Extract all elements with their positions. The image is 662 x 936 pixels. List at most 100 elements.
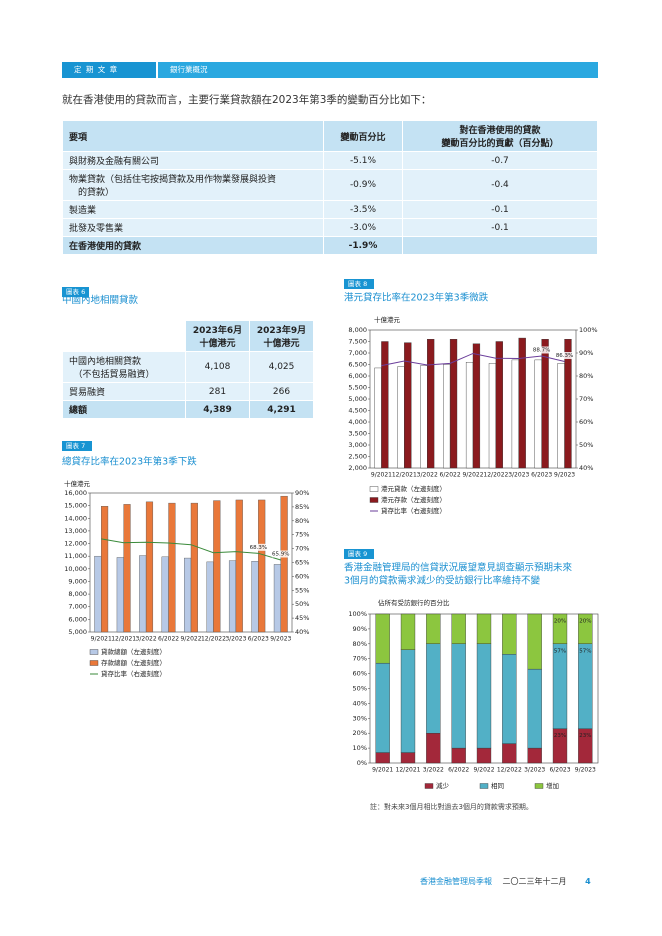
y-axis-unit: 十億港元: [64, 479, 91, 488]
figure-title: 3個月的貸款需求減少的受訪銀行比率維持不變: [344, 575, 541, 587]
bar: [465, 362, 474, 469]
bar-segment: [552, 643, 568, 729]
x-tick-label: 12/2021: [392, 472, 417, 479]
x-tick-label: 9/2022: [180, 636, 201, 643]
bar: [94, 555, 102, 633]
figure-title: 總貸存比率在2023年第3季下跌: [62, 456, 197, 468]
y-tick-label: 5,000: [68, 628, 87, 636]
intro-text: 就在香港使用的貸款而言，主要行業貸款額在2023年第3季的變動百分比如下：: [62, 94, 432, 106]
figure-label: 圖表 6: [62, 287, 90, 297]
bar-segment: [502, 743, 517, 764]
bar: [449, 339, 458, 469]
y2-tick-label: 40%: [295, 628, 309, 636]
x-tick-label: 9/2022: [462, 472, 483, 479]
sector-table: 要項 變動百分比 對在香港使用的貸款 變動百分比的貢獻（百分點） 與財務及金融有關公司…: [62, 120, 598, 255]
bar: [397, 366, 405, 469]
bar-segment: [400, 752, 416, 764]
bar: [557, 363, 565, 469]
legend-label: 貸存比率（右邊刻度）: [101, 669, 166, 678]
legend-label: 貸存比率（右邊刻度）: [381, 506, 446, 515]
label-bg: [271, 550, 290, 558]
y-axis-unit: 十億港元: [374, 315, 401, 324]
y2-tick-label: 65%: [295, 559, 309, 567]
table-row: 批發及零售業 -3.0% -0.1: [62, 218, 598, 237]
x-tick-label: 6/2022: [448, 767, 469, 774]
bar: [564, 339, 572, 469]
bar-segment: [527, 747, 542, 764]
value-label: 23%: [579, 733, 591, 739]
bar: [495, 341, 503, 469]
label-bg: [555, 352, 574, 360]
y-axis-unit: 佔所有受訪銀行的百分比: [378, 598, 450, 607]
bar: [420, 365, 428, 469]
y2-tick-label: 90%: [295, 489, 309, 497]
bar-segment: [476, 747, 492, 764]
section-tag: 定 期 文 章: [62, 62, 158, 78]
table-cell: 批發及零售業: [62, 218, 324, 237]
figure-label-bg: [344, 279, 374, 289]
footer: 香港金融管理局季報 二〇二三年十二月 4: [420, 876, 591, 887]
table-row: 與財務及金融有關公司 -5.1% -0.7: [62, 151, 598, 170]
table-cell: 4,025: [249, 351, 314, 383]
y-tick-label: 80%: [353, 640, 367, 648]
x-tick-label: 12/2022: [201, 636, 226, 643]
x-tick-label: 12/2021: [396, 767, 421, 774]
legend-swatch: [89, 660, 99, 666]
x-tick-label: 9/2021: [371, 472, 392, 479]
bar-segment: [426, 613, 441, 644]
x-tick-label: 12/2021: [111, 636, 136, 643]
table-cell: -5.1%: [323, 151, 403, 170]
y-tick-label: 7,000: [68, 603, 87, 611]
table-cell: -3.0%: [323, 218, 403, 237]
y-tick-label: 6,500: [348, 361, 367, 369]
value-label: 65.9%: [272, 551, 289, 557]
bar: [139, 555, 147, 633]
bar: [273, 564, 281, 633]
bar-segment: [578, 613, 593, 644]
figure-label-bg: [62, 441, 92, 451]
column-header: 要項: [62, 120, 324, 152]
x-tick-label: 6/2022: [440, 472, 461, 479]
bar-segment: [451, 643, 466, 749]
x-tick-label: 3/2022: [423, 767, 444, 774]
y-tick-label: 20%: [353, 729, 367, 737]
header-bar: 定 期 文 章 銀行業概況: [62, 62, 598, 78]
column-header: 2023年6月 十億港元: [185, 320, 250, 352]
publication: 香港金融管理局季報: [420, 877, 492, 886]
bar: [518, 337, 526, 469]
ratio-line: [381, 352, 565, 367]
value-label: 88.7%: [533, 347, 550, 353]
y-tick-label: 16,000: [64, 489, 87, 497]
table-cell: 與財務及金融有關公司: [62, 151, 324, 170]
bar: [213, 500, 221, 633]
bar: [190, 502, 198, 633]
bar: [168, 502, 176, 633]
table-cell: -1.9%: [323, 236, 403, 255]
table-row: 在香港使用的貸款 -1.9%: [62, 236, 598, 255]
label-bg: [249, 543, 268, 551]
bar-segment: [400, 649, 416, 753]
bar-segment: [552, 613, 568, 644]
bar-segment: [451, 747, 466, 764]
x-tick-label: 9/2023: [554, 472, 575, 479]
figure-label-bg: [344, 549, 374, 559]
y-tick-label: 100%: [348, 610, 367, 618]
y-tick-label: 5,500: [348, 384, 367, 392]
y-tick-label: 14,000: [64, 514, 87, 522]
y-tick-label: 30%: [353, 714, 367, 722]
bar: [206, 561, 214, 633]
bar: [404, 342, 412, 469]
legend-label: 存款總額（左邊刻度）: [101, 658, 166, 667]
x-tick-label: 12/2022: [497, 767, 522, 774]
x-tick-label: 3/2022: [417, 472, 438, 479]
bar-segment: [375, 613, 390, 664]
y-tick-label: 2,500: [348, 453, 367, 461]
x-tick-label: 9/2021: [372, 767, 393, 774]
bar: [145, 501, 154, 633]
value-label: 86.3%: [556, 353, 573, 359]
legend-label: 增加: [546, 781, 559, 790]
bar: [472, 343, 481, 469]
x-tick-label: 12/2022: [483, 472, 508, 479]
y-tick-label: 13,000: [64, 527, 87, 535]
